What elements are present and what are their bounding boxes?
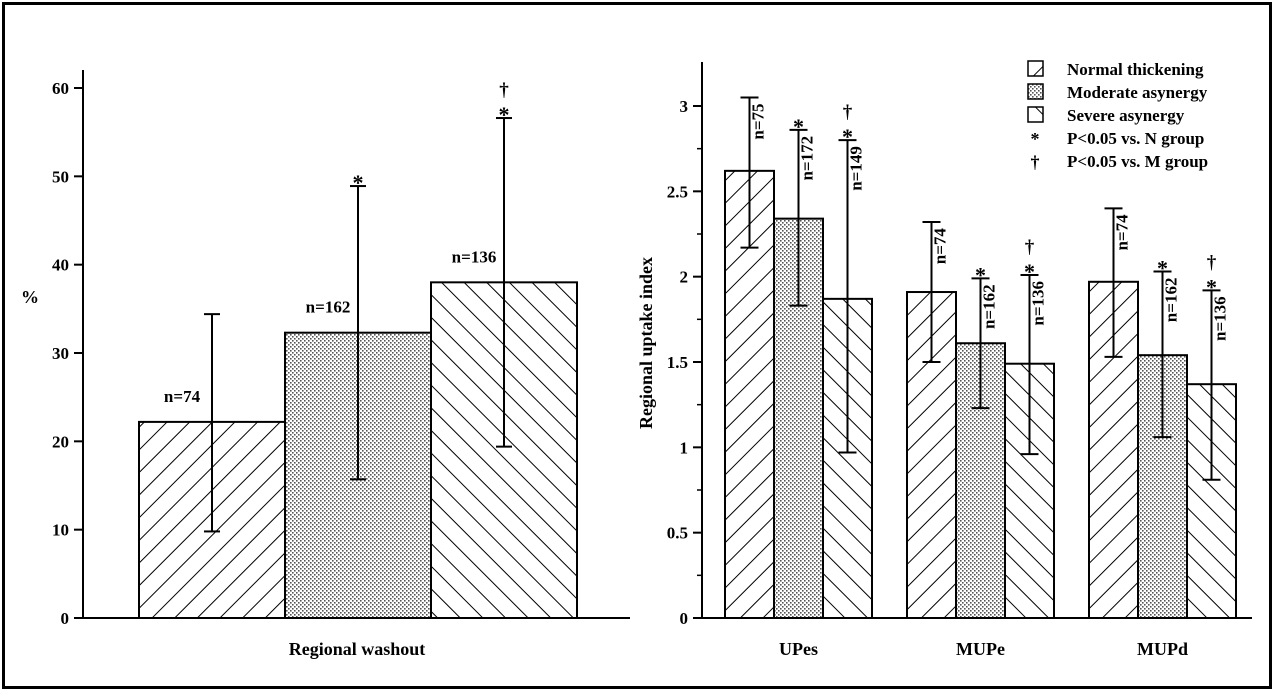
left-x-axis-label: Regional washout [289, 639, 426, 659]
chart0-y-tick-label: 30 [52, 344, 69, 363]
n-label-moderate: n=172 [798, 136, 817, 181]
n-label-severe: n=149 [847, 146, 866, 191]
n-label-normal: n=74 [1113, 214, 1132, 251]
asterisk-marker: * [353, 170, 364, 195]
chart0-y-tick-label: 0 [61, 609, 70, 628]
asterisk-marker: * [499, 102, 510, 127]
dagger-marker: † [843, 102, 853, 123]
legend-label-severe: Severe asynergy [1067, 106, 1185, 125]
right-y-axis-label: Regional uptake index [636, 257, 656, 429]
legend-swatch-severe [1027, 106, 1044, 123]
dagger-marker: † [1025, 237, 1035, 258]
legend-label-normal: Normal thickening [1067, 60, 1204, 79]
n-label-moderate: n=162 [306, 298, 351, 317]
chart1-y-tick-label: 1 [680, 438, 689, 457]
n-label-moderate: n=162 [980, 284, 999, 329]
chart1-y-tick-label: 0 [680, 609, 689, 628]
left-y-axis-label: % [21, 287, 39, 307]
asterisk-marker: * [1157, 256, 1168, 281]
chart0-y-tick-label: 40 [52, 256, 69, 275]
category-label: MUPd [1137, 639, 1188, 659]
n-label-moderate: n=162 [1162, 278, 1181, 323]
legend-label-moderate: Moderate asynergy [1067, 83, 1208, 102]
legend-swatch-moderate [1027, 83, 1044, 100]
legend-label-p-m: P<0.05 vs. M group [1067, 152, 1208, 171]
asterisk-marker: * [1206, 274, 1217, 299]
legend-symbol-dagger: † [1031, 152, 1040, 172]
chart1-y-tick-label: 0.5 [667, 524, 688, 543]
legend-label-p-n: P<0.05 vs. N group [1067, 129, 1204, 148]
category-label: UPes [779, 639, 818, 659]
asterisk-marker: * [842, 124, 853, 149]
category-label: MUPe [956, 639, 1005, 659]
n-label-normal: n=75 [749, 103, 768, 139]
n-label-normal: n=74 [164, 387, 201, 406]
chart1-y-tick-label: 3 [680, 97, 689, 116]
legend-symbol-asterisk: * [1031, 129, 1040, 149]
chart1-y-tick-label: 2 [680, 268, 689, 287]
legend: * † Normal thickening Moderate asynergy … [1027, 60, 1208, 172]
right-chart: 00.511.522.53 n=75n=172*n=149*†UPesn=74n=… [636, 60, 1252, 659]
asterisk-marker: * [975, 262, 986, 287]
dagger-marker: † [1207, 252, 1217, 273]
asterisk-marker: * [1024, 259, 1035, 284]
n-label-severe: n=136 [452, 247, 497, 266]
n-label-normal: n=74 [931, 228, 950, 265]
asterisk-marker: * [793, 114, 804, 139]
chart0-y-tick-label: 20 [52, 432, 69, 451]
chart0-y-tick-label: 50 [52, 167, 69, 186]
dagger-marker: † [499, 80, 509, 101]
legend-swatch-normal [1027, 60, 1044, 77]
n-label-severe: n=136 [1211, 296, 1230, 341]
chart1-y-tick-label: 1.5 [667, 353, 688, 372]
chart0-y-tick-label: 10 [52, 521, 69, 540]
chart1-y-tick-label: 2.5 [667, 182, 688, 201]
chart0-y-tick-label: 60 [52, 79, 69, 98]
n-label-severe: n=136 [1029, 281, 1048, 326]
